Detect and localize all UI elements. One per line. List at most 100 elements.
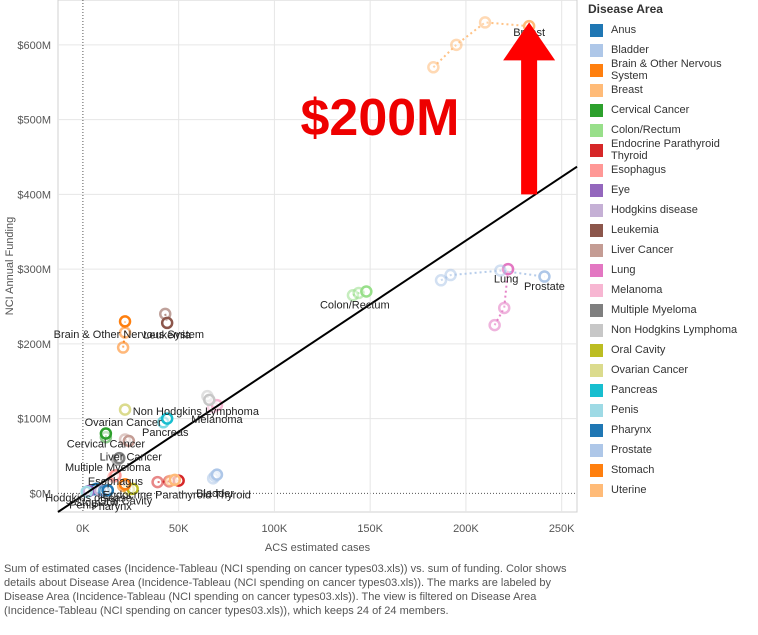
- legend-swatch: [590, 403, 603, 417]
- mark-label: Liver Cancer: [100, 451, 163, 463]
- legend-item[interactable]: Ovarian Cancer: [584, 360, 758, 380]
- y-tick-label: $500M: [17, 115, 51, 127]
- legend-swatch: [590, 183, 603, 197]
- legend-item[interactable]: Multiple Myeloma: [584, 300, 758, 320]
- data-point: [160, 412, 174, 425]
- mark-label: Melanoma: [191, 414, 243, 426]
- legend-label: Colon/Rectum: [611, 124, 681, 136]
- legend-label: Pancreas: [611, 384, 658, 396]
- x-tick-label: 0K: [76, 523, 90, 535]
- legend-item[interactable]: Liver Cancer: [584, 240, 758, 260]
- legend-item[interactable]: Penis: [584, 400, 758, 420]
- data-point: [122, 434, 136, 448]
- legend-item[interactable]: Oral Cavity: [584, 340, 758, 360]
- legend-swatch: [590, 243, 603, 257]
- legend-item[interactable]: Bladder: [584, 40, 758, 60]
- data-point: [203, 393, 216, 407]
- legend-item[interactable]: Esophagus: [584, 160, 758, 180]
- legend-item[interactable]: Hodgkins disease: [584, 200, 758, 220]
- legend-label: Esophagus: [611, 164, 667, 176]
- legend-swatch: [590, 283, 603, 297]
- legend-item[interactable]: Cervical Cancer: [584, 100, 758, 120]
- legend-swatch: [590, 343, 603, 357]
- y-axis-title: NCI Annual Funding: [4, 217, 16, 315]
- legend-item[interactable]: Pharynx: [584, 420, 758, 440]
- data-point: [168, 473, 182, 487]
- mark-label: Endocrine Parathyroid Thyroid: [103, 490, 251, 502]
- data-point: [478, 16, 492, 29]
- legend-item[interactable]: Breast: [584, 80, 758, 100]
- legend-swatch: [590, 223, 603, 237]
- series-path: [164, 313, 169, 324]
- y-tick-label: $100M: [17, 414, 51, 426]
- data-point: [494, 264, 507, 277]
- data-point: [360, 285, 373, 298]
- legend-label: Cervical Cancer: [611, 104, 690, 116]
- legend-item[interactable]: Eye: [584, 180, 758, 200]
- data-point: [444, 268, 457, 282]
- scatter-chart: $0M $100M $200M $300M $400M $500M $600M 0K 50K 10…: [4, 0, 578, 554]
- legend-item[interactable]: Pancreas: [584, 380, 758, 400]
- legend-label: Penis: [611, 404, 639, 416]
- legend-item[interactable]: Uterine: [584, 480, 758, 500]
- data-point: [101, 484, 115, 497]
- data-point: [488, 318, 501, 332]
- legend-label: Anus: [611, 24, 637, 36]
- legend-label: Uterine: [611, 484, 647, 496]
- x-tick-label: 200K: [453, 523, 479, 535]
- legend-swatch: [590, 303, 603, 317]
- plot-area: [57, 0, 578, 513]
- legend-item[interactable]: Endocrine Parathyroid Thyroid: [584, 138, 758, 162]
- legend-swatch: [590, 463, 603, 477]
- legend-item[interactable]: Lung: [584, 260, 758, 280]
- data-point: [99, 427, 113, 440]
- legend-swatch: [590, 263, 603, 277]
- mark-label: Esophagus: [88, 476, 144, 488]
- legend-item[interactable]: Anus: [584, 20, 758, 40]
- legend-swatch: [590, 363, 603, 377]
- legend-label: Eye: [611, 184, 630, 196]
- mark-label: Pancreas: [142, 427, 189, 439]
- mark-label: Pharynx: [91, 501, 132, 513]
- legend-swatch: [590, 83, 603, 97]
- legend-item[interactable]: Leukemia: [584, 220, 758, 240]
- legend-label: Oral Cavity: [611, 344, 666, 356]
- legend-label: Brain & Other Nervous System: [611, 58, 722, 82]
- legend-item[interactable]: Stomach: [584, 460, 758, 480]
- data-point: [113, 451, 126, 465]
- mark-label: Hodgkins disease: [45, 493, 132, 505]
- legend-label: Prostate: [611, 444, 652, 456]
- x-tick-label: 250K: [549, 523, 575, 535]
- legend-swatch: [590, 203, 603, 217]
- legend-label: Liver Cancer: [611, 244, 674, 256]
- data-point: [160, 316, 174, 330]
- legend-swatch: [590, 443, 603, 457]
- mark-label: Lung: [494, 274, 518, 286]
- data-point: [118, 478, 132, 491]
- legend-label: Pharynx: [611, 424, 652, 436]
- legend-item[interactable]: Prostate: [584, 440, 758, 460]
- legend-label: Lung: [611, 264, 636, 276]
- mark-label: Prostate: [524, 281, 565, 293]
- y-tick-label: $600M: [17, 40, 51, 52]
- legend-item[interactable]: Melanoma: [584, 280, 758, 300]
- legend-swatch: [590, 123, 603, 137]
- mark-label: Multiple Myeloma: [65, 462, 151, 474]
- legend-swatch: [590, 163, 603, 177]
- legend-swatch: [590, 63, 603, 77]
- data-point: [151, 475, 164, 489]
- legend-label: Hodgkins disease: [611, 204, 698, 216]
- x-tick-label: 50K: [169, 523, 189, 535]
- x-axis-title: ACS estimated cases: [265, 542, 371, 554]
- mark-label: Non Hodgkins Lymphoma: [133, 406, 260, 418]
- data-point: [450, 38, 463, 52]
- y-tick-label: $400M: [17, 189, 51, 201]
- legend-item[interactable]: Brain & Other Nervous System: [584, 58, 758, 82]
- legend-item[interactable]: Colon/Rectum: [584, 120, 758, 140]
- y-tick-label: $200M: [17, 339, 51, 351]
- legend-label: Bladder: [611, 44, 649, 56]
- x-tick-label: 150K: [357, 523, 383, 535]
- legend-label: Melanoma: [611, 284, 663, 296]
- data-point: [118, 403, 132, 416]
- legend-item[interactable]: Non Hodgkins Lymphoma: [584, 320, 758, 340]
